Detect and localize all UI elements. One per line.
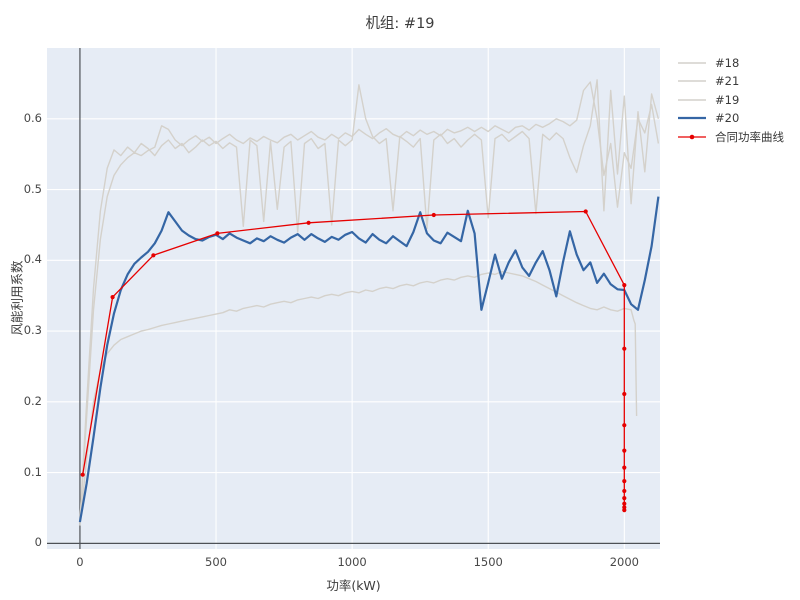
series-marker-合同功率曲线	[622, 391, 627, 397]
legend-label: 合同功率曲线	[715, 129, 784, 144]
legend-label: #18	[715, 55, 740, 70]
legend-line-swatch	[678, 134, 706, 139]
legend-label: #21	[715, 74, 740, 88]
series-marker-合同功率曲线	[622, 501, 627, 506]
series-marker-合同功率曲线	[80, 472, 85, 477]
series-marker-合同功率曲线	[622, 448, 627, 453]
series-marker-合同功率曲线	[622, 465, 627, 470]
legend-line-swatch	[678, 61, 706, 64]
legend-line-swatch	[678, 80, 706, 82]
legend-marker-dot	[689, 134, 695, 139]
series-marker-合同功率曲线	[622, 479, 627, 484]
series-marker-合同功率曲线	[306, 220, 311, 225]
y-tick-label: 0.6	[23, 110, 42, 125]
series-line-#19	[79, 79, 660, 523]
x-axis-label: 功率(kW)	[326, 578, 381, 593]
series-marker-合同功率曲线	[622, 488, 627, 494]
chart-title: 机组: #19	[365, 16, 435, 32]
legend-label: #19	[715, 92, 740, 107]
series-marker-合同功率曲线	[622, 508, 627, 513]
axis-zerolines	[47, 48, 660, 549]
series-marker-合同功率曲线	[622, 423, 627, 428]
series-marker-合同功率曲线	[622, 283, 627, 288]
legend: #18 #21 #19 #20 合同功率曲线	[676, 55, 784, 144]
legend-item-#20[interactable]: #20	[676, 111, 784, 125]
legend-label: #20	[715, 111, 740, 125]
series-lines	[78, 79, 660, 526]
legend-item-合同功率曲线[interactable]: 合同功率曲线	[676, 129, 784, 144]
legend-item-#21[interactable]: #21	[676, 74, 784, 88]
series-marker-合同功率曲线	[431, 212, 436, 218]
x-tick-label: 0	[76, 555, 84, 569]
series-marker-合同功率曲线	[622, 496, 627, 501]
y-tick-label: 0.5	[23, 181, 42, 196]
series-marker-合同功率曲线	[151, 253, 156, 258]
x-tick-label: 2000	[609, 555, 639, 569]
y-tick-label: 0.4	[23, 252, 42, 267]
series-marker-合同功率曲线	[622, 346, 627, 351]
series-marker-合同功率曲线	[583, 209, 588, 214]
legend-item-#18[interactable]: #18	[676, 55, 784, 70]
y-tick-label: 0.2	[23, 393, 42, 408]
legend-line-swatch	[678, 116, 706, 120]
x-tick-label: 1500	[473, 555, 503, 569]
series-marker-合同功率曲线	[215, 231, 220, 236]
x-tick-label: 1000	[337, 555, 367, 569]
y-tick-label: 0	[34, 535, 42, 550]
legend-line-swatch	[678, 98, 706, 101]
y-tick-label: 0.1	[23, 464, 42, 479]
x-tick-label: 500	[205, 555, 227, 569]
series-marker-合同功率曲线	[110, 295, 115, 300]
series-line-#20	[78, 196, 660, 523]
legend-item-#19[interactable]: #19	[676, 92, 784, 107]
y-tick-label: 0.3	[23, 323, 42, 338]
series-line-#18	[79, 81, 660, 523]
y-axis-label: 风能利用系数	[9, 260, 25, 336]
